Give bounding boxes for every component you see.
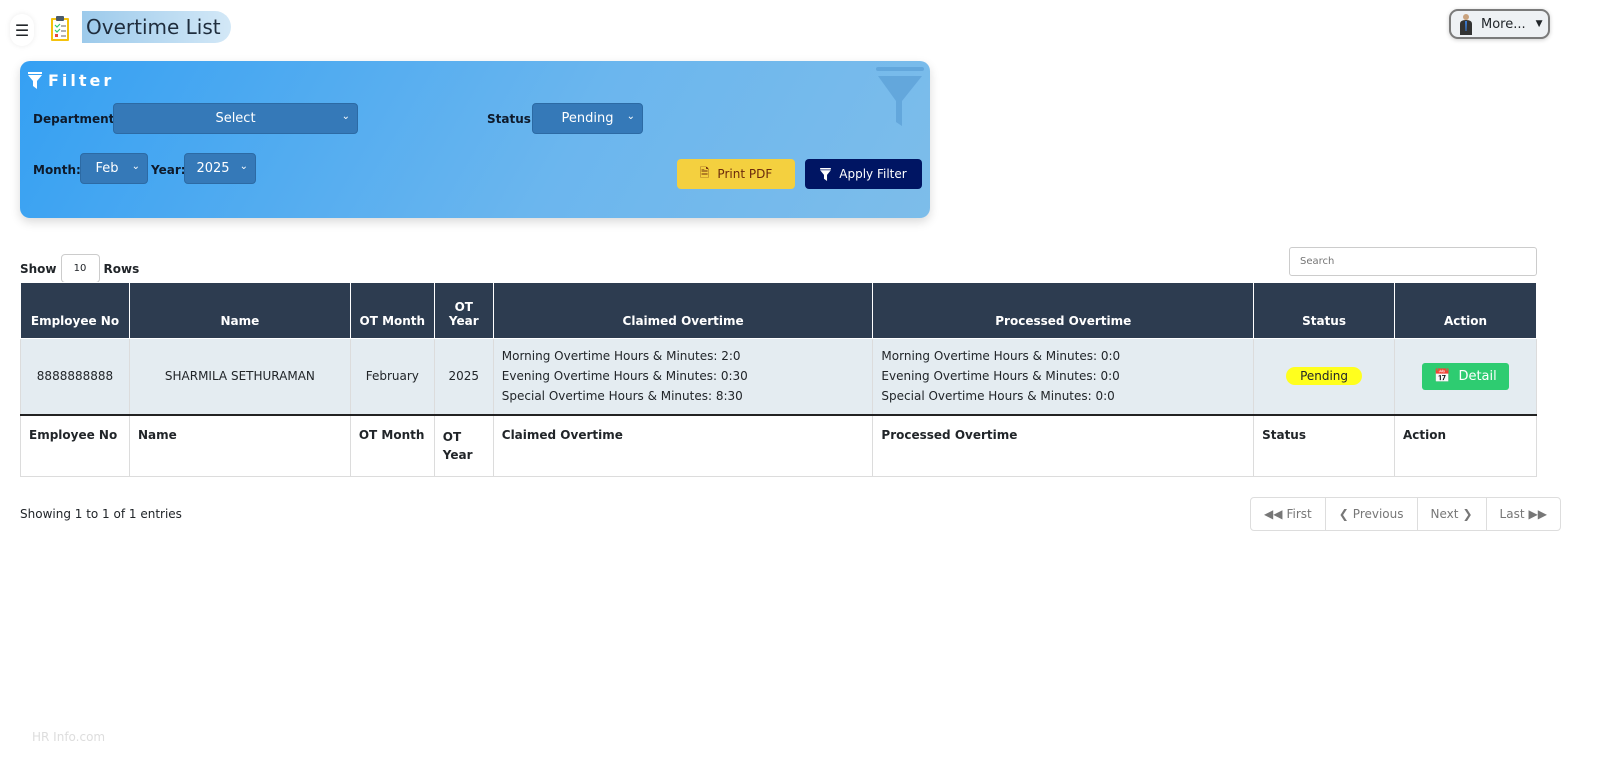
footer-column: Claimed Overtime: [492, 414, 874, 477]
department-value: Select: [215, 111, 256, 126]
footer-column: Employee No: [20, 414, 130, 477]
footer-column: Status: [1253, 414, 1396, 477]
filter-panel: Filter Department: Select ⌄ Status: Pendi…: [20, 61, 930, 218]
department-select[interactable]: Select ⌄: [113, 103, 358, 134]
detail-button[interactable]: 📅 Detail: [1422, 362, 1509, 390]
more-menu-button[interactable]: More... ▼: [1449, 9, 1550, 39]
employee-name: SHARMILA SETHURAMAN: [128, 338, 351, 416]
processed-special: Special Overtime Hours & Minutes: 0:0: [881, 389, 1115, 404]
user-avatar-icon: [1460, 14, 1472, 35]
claimed-special: Special Overtime Hours & Minutes: 8:30: [501, 389, 743, 404]
chevron-right-icon: ❯: [1462, 507, 1473, 521]
column-header[interactable]: OT Year: [433, 282, 494, 339]
column-header[interactable]: Claimed Overtime: [492, 282, 874, 339]
status-value: Pending: [561, 111, 614, 126]
double-chevron-right-icon: ▶▶: [1528, 507, 1548, 521]
double-chevron-left-icon: ◀◀: [1264, 507, 1283, 521]
first-page-button[interactable]: ◀◀ First: [1251, 498, 1325, 530]
last-label: Last: [1499, 507, 1525, 521]
status-select[interactable]: Pending ⌄: [532, 103, 643, 134]
ot-year: 2025: [433, 338, 494, 416]
month-value: Feb: [95, 161, 119, 176]
table-header-row: Employee No Name OT Month OT Year Claime…: [20, 282, 1537, 339]
month-label: Month:: [33, 163, 81, 177]
column-header[interactable]: Name: [128, 282, 351, 339]
status-badge: Pending: [1286, 367, 1363, 386]
column-header[interactable]: OT Month: [349, 282, 435, 339]
table-footer-row: Employee No Name OT Month OT Year Claime…: [20, 414, 1537, 477]
year-label: Year:: [151, 163, 186, 177]
chevron-left-icon: ❮: [1338, 507, 1349, 521]
more-label: More...: [1481, 16, 1526, 32]
last-page-button[interactable]: Last ▶▶: [1485, 498, 1560, 530]
hamburger-menu-button[interactable]: ☰: [10, 14, 34, 46]
action-cell: 📅 Detail: [1394, 338, 1537, 416]
rows-label: Rows: [103, 261, 140, 276]
ot-month: February: [349, 338, 435, 416]
column-header[interactable]: Action: [1394, 282, 1537, 339]
print-pdf-label: Print PDF: [717, 167, 773, 181]
footer-column: Processed Overtime: [872, 414, 1255, 477]
rows-per-page-input[interactable]: 10: [60, 254, 100, 283]
first-label: First: [1286, 507, 1312, 521]
filter-icon: [820, 167, 832, 181]
detail-label: Detail: [1458, 368, 1497, 384]
column-header[interactable]: Status: [1253, 282, 1396, 339]
processed-morning: Morning Overtime Hours & Minutes: 0:0: [881, 349, 1121, 364]
apply-filter-label: Apply Filter: [839, 167, 907, 181]
claimed-evening: Evening Overtime Hours & Minutes: 0:30: [501, 369, 748, 384]
column-header[interactable]: Processed Overtime: [872, 282, 1255, 339]
chevron-down-icon: ⌄: [131, 161, 140, 172]
next-page-button[interactable]: Next ❯: [1416, 498, 1486, 530]
year-value: 2025: [196, 161, 230, 176]
apply-filter-button[interactable]: Apply Filter: [805, 159, 922, 189]
footer-column: OT Month: [349, 414, 435, 477]
processed-evening: Evening Overtime Hours & Minutes: 0:0: [881, 369, 1120, 384]
processed-overtime: Morning Overtime Hours & Minutes: 0:0 Eve…: [872, 338, 1255, 416]
status-cell: Pending: [1253, 338, 1396, 416]
pagination: ◀◀ First ❮ Previous Next ❯ Last ▶▶: [1250, 497, 1562, 531]
filter-title: Filter: [48, 71, 115, 90]
footer-column: Name: [128, 414, 351, 477]
claimed-morning: Morning Overtime Hours & Minutes: 2:0: [501, 349, 741, 364]
claimed-overtime: Morning Overtime Hours & Minutes: 2:0 Eve…: [492, 338, 874, 416]
overtime-table: Employee No Name OT Month OT Year Claime…: [20, 282, 1537, 477]
filter-icon: [28, 72, 42, 89]
print-pdf-button[interactable]: 🗎 Print PDF: [677, 159, 795, 189]
hamburger-icon: ☰: [14, 20, 30, 40]
next-label: Next: [1430, 507, 1459, 521]
column-header[interactable]: Employee No: [20, 282, 130, 339]
chevron-down-icon: ⌄: [341, 111, 350, 122]
entries-info: Showing 1 to 1 of 1 entries: [20, 507, 182, 521]
status-label: Status:: [487, 112, 536, 126]
footer-text: HR Info.com: [32, 730, 106, 744]
pdf-file-icon: 🗎: [699, 165, 710, 180]
department-label: Department:: [33, 112, 120, 126]
page-title: Overtime List: [82, 11, 231, 43]
caret-down-icon: ▼: [1535, 19, 1543, 29]
table-row: 8888888888 SHARMILA SETHURAMAN February …: [20, 338, 1537, 416]
employee-no: 8888888888: [20, 338, 130, 416]
previous-page-button[interactable]: ❮ Previous: [1324, 498, 1417, 530]
show-label: Show: [20, 261, 57, 276]
previous-label: Previous: [1352, 507, 1404, 521]
chevron-down-icon: ⌄: [239, 161, 248, 172]
calendar-icon: 📅: [1434, 368, 1451, 384]
footer-column: OT Year: [433, 414, 494, 477]
funnel-watermark-icon: [876, 67, 924, 126]
chevron-down-icon: ⌄: [626, 111, 635, 122]
footer-column: Action: [1394, 414, 1537, 477]
search-input[interactable]: [1289, 247, 1537, 276]
year-select[interactable]: 2025 ⌄: [184, 153, 256, 184]
clipboard-icon: [51, 16, 69, 41]
month-select[interactable]: Feb ⌄: [80, 153, 148, 184]
